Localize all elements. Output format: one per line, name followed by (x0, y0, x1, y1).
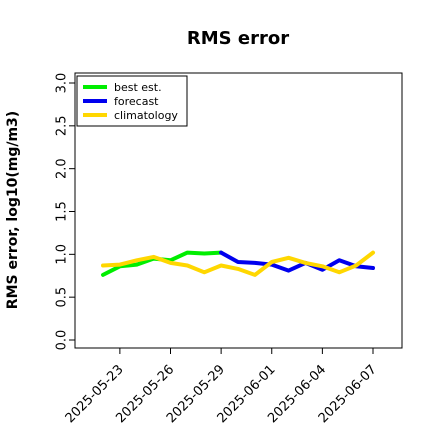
plot-box (74, 72, 403, 349)
y-axis-label: RMS error, log10(mg/m3) (5, 111, 21, 309)
chart-title: RMS error (187, 28, 289, 49)
y-tick-label: 0.5 (55, 287, 70, 308)
legend-label: forecast (114, 95, 159, 108)
y-tick-label: 2.0 (55, 158, 70, 179)
y-tick-label: 0.0 (55, 330, 70, 351)
x-axis: 2025-05-232025-05-262025-05-292025-06-01… (63, 348, 380, 426)
legend-label: climatology (114, 109, 178, 122)
y-tick-label: 2.5 (55, 115, 70, 136)
y-tick-label: 1.5 (55, 201, 70, 222)
legend-label: best est. (114, 81, 162, 94)
legend-box (76, 75, 188, 127)
series-line-climatology (101, 250, 375, 277)
y-tick-label: 3.0 (55, 73, 70, 94)
series-group (101, 250, 375, 277)
series-line-forecast (219, 250, 375, 273)
y-tick-label: 1.0 (55, 244, 70, 265)
y-axis: 0.0 0.5 1.0 1.5 2.0 2.5 3.0 (55, 73, 75, 351)
